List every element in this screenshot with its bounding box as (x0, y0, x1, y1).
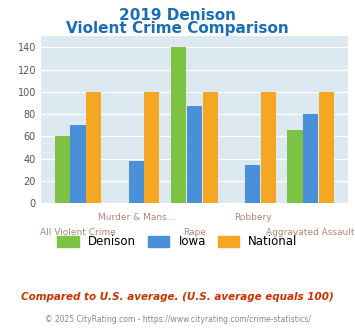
Bar (86, 92, 101, 203)
Bar (71, 125, 86, 203)
Bar (288, 130, 302, 203)
Bar (187, 106, 202, 203)
Bar (261, 92, 276, 203)
Text: 2019 Denison: 2019 Denison (119, 8, 236, 23)
Text: Aggravated Assault: Aggravated Assault (267, 228, 355, 237)
Bar (245, 165, 260, 203)
Legend: Denison, Iowa, National: Denison, Iowa, National (53, 231, 302, 253)
Text: Rape: Rape (183, 228, 206, 237)
Bar (171, 48, 186, 203)
Text: Violent Crime Comparison: Violent Crime Comparison (66, 21, 289, 36)
Text: Murder & Mans...: Murder & Mans... (98, 213, 175, 222)
Text: © 2025 CityRating.com - https://www.cityrating.com/crime-statistics/: © 2025 CityRating.com - https://www.city… (45, 315, 310, 324)
Text: Robbery: Robbery (234, 213, 271, 222)
Bar (144, 92, 159, 203)
Bar (319, 92, 334, 203)
Bar (129, 161, 144, 203)
Bar (303, 114, 318, 203)
Bar (202, 92, 218, 203)
Text: All Violent Crime: All Violent Crime (40, 228, 116, 237)
Text: Compared to U.S. average. (U.S. average equals 100): Compared to U.S. average. (U.S. average … (21, 292, 334, 302)
Bar (55, 136, 70, 203)
